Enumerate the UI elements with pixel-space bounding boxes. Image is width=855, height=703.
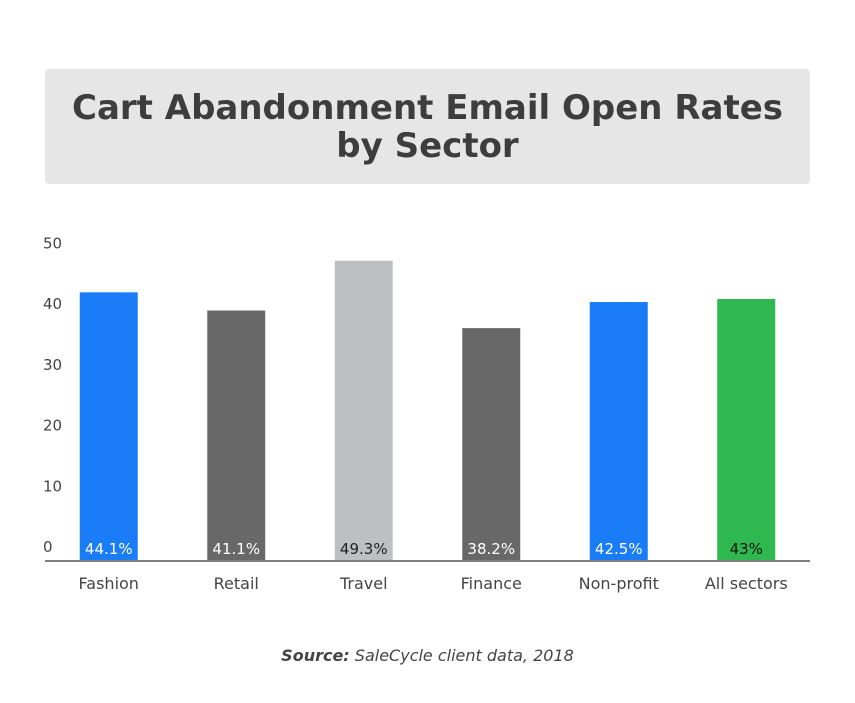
data-label: 38.2% — [467, 540, 515, 558]
y-tick-label: 30 — [43, 356, 62, 374]
y-tick-label: 20 — [43, 417, 62, 435]
chart-title-line-2: by Sector — [336, 125, 519, 166]
x-tick-label: Fashion — [79, 574, 139, 593]
x-tick-label: Non-profit — [579, 574, 659, 593]
source-note: Source: SaleCycle client data, 2018 — [0, 646, 855, 665]
y-tick-label: 50 — [43, 235, 62, 253]
data-label: 42.5% — [595, 540, 643, 558]
y-tick-label: 40 — [43, 295, 62, 313]
x-tick-label: Retail — [214, 574, 259, 593]
source-text: SaleCycle client data, 2018 — [354, 646, 574, 665]
bar — [79, 292, 138, 560]
x-tick-label: Travel — [339, 574, 388, 593]
y-tick-label: 0 — [43, 538, 53, 556]
bar — [462, 328, 521, 560]
y-tick-label: 10 — [43, 477, 62, 495]
x-tick-label: All sectors — [705, 574, 788, 593]
data-label: 49.3% — [340, 540, 388, 558]
data-label: 44.1% — [85, 540, 133, 558]
source-label: Source: — [281, 646, 350, 665]
bar — [717, 298, 776, 560]
bar — [589, 302, 648, 560]
data-label: 43% — [730, 540, 763, 558]
data-label: 41.1% — [212, 540, 260, 558]
bar — [334, 260, 393, 560]
bar — [207, 310, 266, 560]
x-tick-label: Finance — [461, 574, 522, 593]
chart-title-line-1: Cart Abandonment Email Open Rates — [72, 87, 783, 128]
chart-title-panel: Cart Abandonment Email Open Rates by Sec… — [45, 69, 810, 184]
